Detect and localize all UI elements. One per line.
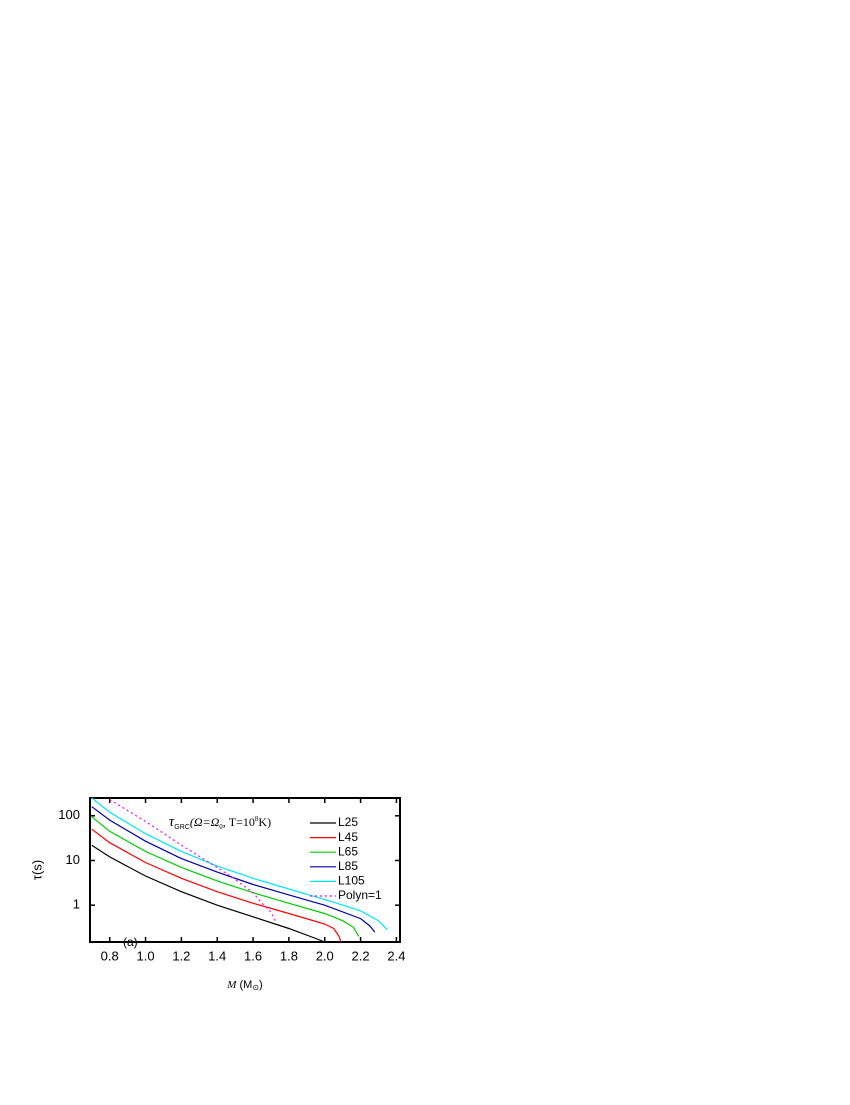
- x-axis-label: M (M⊙): [226, 979, 262, 993]
- x-label-part: ): [259, 979, 263, 991]
- chart-title: τGRC(Ω=Ω0, T=108K): [169, 814, 271, 830]
- legend-label: L45: [338, 830, 358, 844]
- legend-label: L65: [338, 844, 358, 858]
- title-part: (Ω=Ω: [190, 815, 220, 829]
- x-tick-label: 1.2: [172, 948, 190, 963]
- title-part: , T=10: [223, 815, 255, 829]
- title-part: τ: [169, 814, 175, 830]
- series-line: [91, 797, 388, 931]
- x-tick-label: 2.4: [387, 948, 405, 963]
- y-tick-label: 1: [73, 897, 80, 912]
- title-part: 0: [219, 823, 223, 831]
- title-part: K): [258, 815, 271, 829]
- title-part: 8: [255, 815, 259, 823]
- x-tick-label: 1.4: [208, 948, 226, 963]
- series-line: [109, 799, 277, 924]
- x-tick-label: 1.8: [280, 948, 298, 963]
- series-line: [91, 844, 325, 943]
- y-tick-label: 100: [58, 807, 80, 822]
- y-tick-label: 10: [66, 852, 80, 867]
- series-line: [91, 806, 376, 933]
- legend-label: Polyn=1: [338, 888, 382, 902]
- y-axis-label: τ(s): [29, 860, 44, 880]
- x-label-part: M: [226, 979, 237, 991]
- legend-label: L105: [338, 874, 365, 888]
- title-part: GRC: [174, 824, 190, 831]
- x-tick-label: 2.0: [316, 948, 334, 963]
- series-line: [91, 828, 342, 943]
- x-tick-label: 0.8: [101, 948, 119, 963]
- x-tick-label: 1.0: [137, 948, 155, 963]
- series-line: [91, 816, 360, 937]
- legend-label: L25: [338, 815, 358, 829]
- x-label-part: ⊙: [252, 983, 259, 992]
- legend-label: L85: [338, 859, 358, 873]
- x-tick-label: 1.6: [244, 948, 262, 963]
- x-tick-label: 2.2: [352, 948, 370, 963]
- x-label-part: (M: [236, 979, 252, 991]
- plot-frame: [89, 797, 401, 943]
